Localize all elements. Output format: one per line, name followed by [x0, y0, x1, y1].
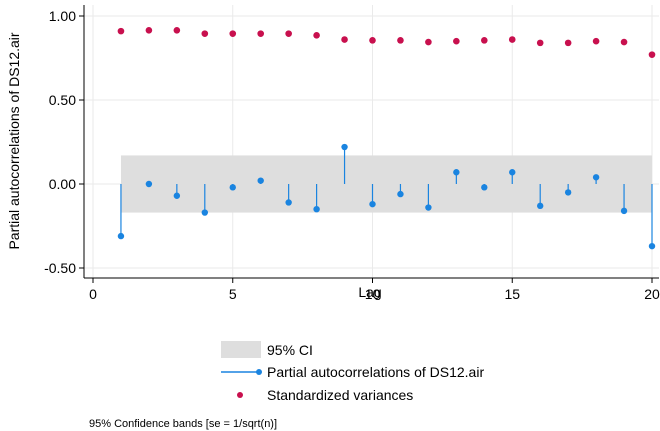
- pacf-point: [592, 174, 600, 181]
- axes: [83, 5, 659, 279]
- confidence-band-area: [120, 155, 652, 213]
- pacf-point: [453, 169, 460, 176]
- variance-point: [453, 37, 460, 45]
- variance-point: [229, 30, 237, 37]
- x-tick-label: 5: [229, 286, 237, 302]
- pacf-point: [537, 202, 544, 210]
- legend-label-pacf: Partial autocorrelations of DS12.air: [267, 364, 484, 380]
- x-tick-label: 20: [644, 286, 660, 302]
- x-tick-label: 10: [365, 286, 381, 302]
- variance-point: [369, 37, 376, 44]
- variance-point: [536, 39, 544, 47]
- variance-point: [397, 37, 404, 44]
- y-tick-label: -0.50: [44, 260, 76, 276]
- variance-point: [257, 30, 265, 37]
- variance-point: [425, 38, 432, 46]
- variance-point: [285, 30, 292, 37]
- y-axis-label: Partial autocorrelations of DS12.air: [6, 32, 22, 249]
- pacf-point: [425, 204, 432, 211]
- variance-point: [201, 30, 209, 37]
- variance-point: [341, 36, 348, 43]
- pacf-point: [173, 192, 181, 199]
- pacf-point: [648, 242, 656, 250]
- pacf-point: [257, 177, 264, 184]
- variance-point: [508, 36, 516, 43]
- variance-point: [592, 37, 600, 45]
- pacf-point: [285, 199, 292, 206]
- plot-background: [84, 5, 659, 278]
- legend: 95% CI Partial autocorrelations of DS12.…: [221, 341, 484, 403]
- legend-label-ci: 95% CI: [267, 342, 313, 358]
- pacf-point: [620, 207, 628, 215]
- variance-point: [173, 26, 181, 34]
- legend-label-variance: Standardized variances: [267, 387, 413, 403]
- pacf-point: [564, 189, 572, 196]
- pacf-point: [229, 184, 236, 191]
- chart-note: 95% Confidence bands [se = 1/sqrt(n)]: [89, 418, 277, 430]
- pacf-point: [145, 180, 153, 188]
- pacf-point: [481, 184, 488, 191]
- pacf-point: [509, 169, 516, 176]
- pacf-point: [201, 209, 208, 216]
- legend-swatch-pacf-marker: [256, 369, 262, 375]
- y-tick-label: 0.00: [49, 176, 76, 192]
- variance-point: [564, 39, 572, 47]
- pacf-point: [369, 200, 376, 208]
- y-tick-label: 0.50: [49, 92, 76, 108]
- legend-swatch-variance: [237, 392, 243, 398]
- plot-area: [84, 5, 659, 278]
- x-tick-label: 15: [504, 286, 520, 302]
- x-axis-label: Lag: [358, 284, 381, 300]
- confidence-band: [120, 155, 652, 213]
- x-tick-label: 0: [89, 286, 97, 302]
- variance-point: [313, 32, 320, 39]
- pacf-point: [313, 206, 320, 213]
- pacf-series: [117, 143, 656, 250]
- variance-series: [117, 26, 656, 58]
- variance-point: [117, 27, 125, 35]
- y-tick-label: 1.00: [49, 8, 76, 24]
- tick-labels: -0.50 0.00 0.50 1.00 0 5 10 15 20: [44, 8, 660, 302]
- variance-point: [620, 38, 628, 46]
- variance-point: [481, 37, 488, 44]
- variance-point: [145, 26, 153, 34]
- legend-swatch-ci: [221, 341, 261, 358]
- pacf-point: [117, 232, 125, 240]
- variance-point: [648, 51, 656, 58]
- pacf-point: [397, 190, 404, 198]
- pacf-point: [341, 143, 348, 151]
